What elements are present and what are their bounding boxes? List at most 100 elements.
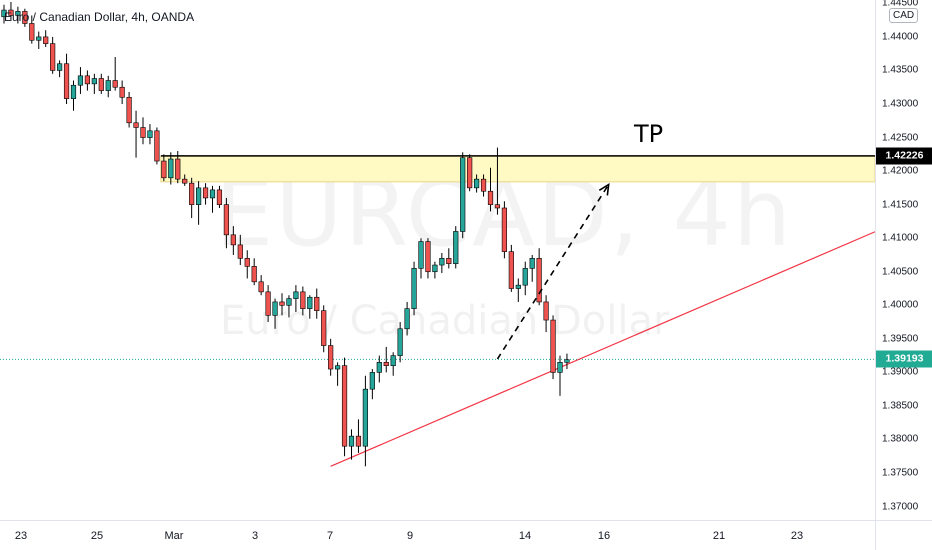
time-tick-label: 23 bbox=[14, 530, 28, 542]
candle-body bbox=[56, 63, 63, 71]
candle-body bbox=[425, 241, 431, 273]
candle-body bbox=[355, 435, 362, 447]
candle-body bbox=[168, 158, 174, 179]
candlestick-chart[interactable] bbox=[0, 0, 875, 520]
candle-body bbox=[467, 157, 473, 189]
candle-body bbox=[1, 9, 7, 18]
candle-body bbox=[91, 78, 97, 85]
candle-body bbox=[251, 266, 257, 283]
price-tick-label: 1.39000 bbox=[882, 366, 919, 378]
candle-body bbox=[230, 234, 236, 246]
candle-body bbox=[376, 362, 382, 373]
symbol-title[interactable]: Euro / Canadian Dollar, 4h, OANDA bbox=[4, 10, 195, 24]
candle-body bbox=[383, 362, 389, 366]
candle-body bbox=[411, 268, 417, 309]
candle-body bbox=[286, 298, 292, 306]
price-tick-label: 1.40500 bbox=[882, 266, 919, 278]
candle-body bbox=[182, 178, 188, 184]
candle-body bbox=[77, 75, 84, 86]
candle-body bbox=[258, 281, 264, 293]
candle-body bbox=[15, 11, 21, 16]
tp-price-tag: 1.42226 bbox=[876, 147, 932, 165]
candle-body bbox=[522, 268, 528, 286]
candle-body bbox=[105, 80, 111, 91]
candle-body bbox=[529, 258, 535, 269]
candle-body bbox=[564, 359, 570, 363]
price-axis[interactable]: 1.44500 1.44000 1.43500 1.43000 1.42500 1.420… bbox=[875, 0, 932, 520]
candle-body bbox=[418, 241, 424, 269]
watermark-description: Euro / Canadian Dollar bbox=[220, 298, 670, 344]
price-tick-label: 1.37000 bbox=[882, 501, 919, 513]
candle-body bbox=[515, 284, 521, 289]
time-tick-label: 21 bbox=[712, 530, 726, 542]
candle-body bbox=[119, 86, 125, 98]
candle-body bbox=[140, 127, 146, 138]
candle-body bbox=[501, 207, 508, 252]
price-tick-label: 1.41000 bbox=[882, 232, 919, 244]
support-trendline bbox=[330, 231, 875, 467]
price-tick-label: 1.42000 bbox=[882, 165, 919, 177]
candle-body bbox=[209, 189, 216, 199]
price-tick-label: 1.37500 bbox=[882, 467, 919, 479]
time-tick-label: 25 bbox=[90, 530, 104, 542]
candle-body bbox=[29, 23, 35, 41]
candle-body bbox=[446, 258, 452, 264]
price-tick-label: 1.44000 bbox=[882, 31, 919, 43]
time-tick-label: 9 bbox=[406, 530, 414, 542]
tp-label: TP bbox=[634, 120, 664, 148]
candle-body bbox=[439, 258, 445, 266]
candle-body bbox=[154, 130, 160, 162]
projection-arrow bbox=[496, 184, 610, 360]
candle-body bbox=[300, 291, 306, 309]
candle-body bbox=[265, 291, 271, 316]
axis-corner bbox=[875, 520, 932, 550]
time-tick-label: Mar bbox=[164, 530, 184, 542]
candle-body bbox=[480, 178, 487, 192]
candle-body bbox=[362, 388, 369, 447]
price-tick-label: 1.38500 bbox=[882, 400, 919, 412]
candle-body bbox=[36, 36, 42, 41]
candle-body bbox=[557, 362, 563, 373]
candle-body bbox=[404, 308, 410, 330]
price-tick-label: 1.40000 bbox=[882, 299, 919, 311]
candle-body bbox=[244, 258, 250, 267]
candle-body bbox=[473, 178, 480, 189]
candle-body bbox=[189, 182, 195, 205]
candle-body bbox=[84, 75, 90, 85]
chart-area[interactable]: EURCAD, 4h Euro / Canadian Dollar Euro /… bbox=[0, 0, 875, 520]
candle-body bbox=[314, 296, 320, 311]
candle-body bbox=[390, 355, 396, 366]
candle-body bbox=[50, 43, 56, 71]
candle-body bbox=[536, 258, 542, 303]
time-tick-label: 3 bbox=[251, 530, 259, 542]
candle-body bbox=[223, 204, 230, 236]
candle-body bbox=[341, 365, 348, 447]
time-axis[interactable]: 23 25 Mar 3 7 9 14 16 21 23 bbox=[0, 520, 875, 550]
tp-zone bbox=[160, 155, 875, 183]
candle-body bbox=[202, 187, 209, 199]
candle-body bbox=[112, 80, 118, 88]
time-tick-label: 14 bbox=[518, 530, 532, 542]
candle-body bbox=[98, 78, 104, 91]
candle-body bbox=[279, 301, 285, 306]
candle-body bbox=[8, 9, 14, 16]
candle-body bbox=[321, 310, 327, 346]
price-tick-label: 1.42500 bbox=[882, 132, 919, 144]
candle-body bbox=[133, 122, 139, 128]
price-tick-label: 1.43500 bbox=[882, 64, 919, 76]
candle-body bbox=[22, 11, 28, 24]
time-tick-label: 7 bbox=[326, 530, 334, 542]
candle-body bbox=[453, 231, 459, 264]
candle-body bbox=[334, 365, 341, 370]
candle-body bbox=[369, 372, 375, 390]
currency-badge[interactable]: CAD bbox=[889, 8, 919, 23]
price-tick-label: 1.39500 bbox=[882, 333, 919, 345]
candle-body bbox=[397, 328, 403, 356]
candle-body bbox=[70, 84, 77, 99]
candle-body bbox=[487, 190, 494, 205]
candle-body bbox=[460, 157, 466, 232]
time-tick-label: 23 bbox=[790, 530, 804, 542]
candle-body bbox=[175, 158, 181, 180]
price-tick-label: 1.41500 bbox=[882, 199, 919, 211]
candle-body bbox=[293, 291, 299, 299]
